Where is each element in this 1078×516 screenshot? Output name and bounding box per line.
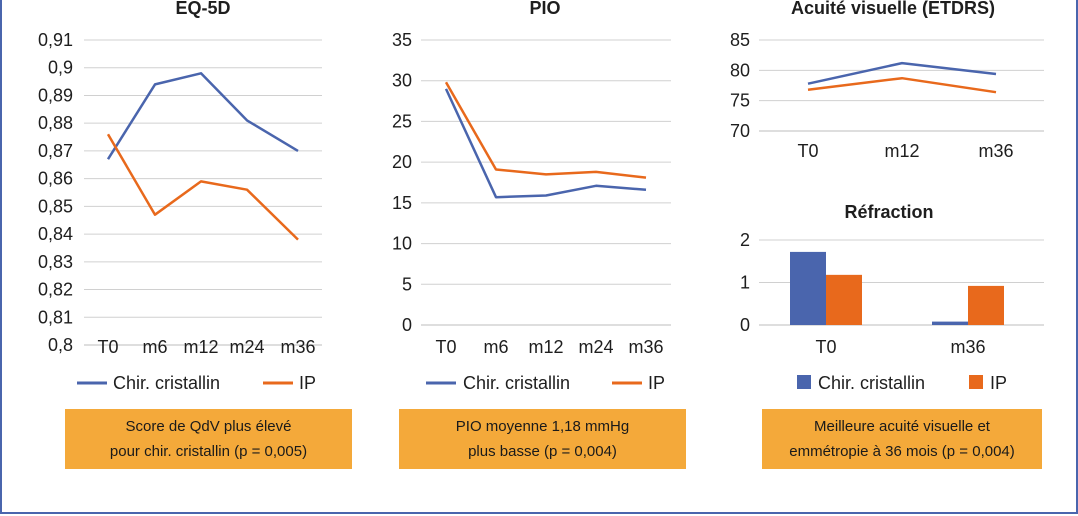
x-tick-label: m12: [183, 337, 218, 357]
chart-refraction: Réfraction 0 1 2 T0 m36: [740, 202, 1044, 357]
x-tick-label: T0: [97, 337, 118, 357]
legend-pio: Chir. cristallin IP: [426, 373, 665, 393]
y-tick-label: 15: [392, 193, 412, 213]
chart-title-pio: PIO: [529, 0, 560, 18]
x-tick-label: m36: [280, 337, 315, 357]
legend-label-chir: Chir. cristallin: [818, 373, 925, 393]
series-line-chir: [106, 72, 299, 160]
x-tick-label: m36: [978, 141, 1013, 161]
y-tick-label: 0,89: [38, 85, 73, 105]
note-acuite-line-1: Meilleure acuité visuelle et: [814, 418, 990, 435]
grid-eq5d: [84, 39, 322, 346]
legend-label-chir: Chir. cristallin: [113, 373, 220, 393]
y-ticks-refraction: 0 1 2: [740, 230, 750, 335]
x-tick-label: m36: [628, 337, 663, 357]
y-tick-label: 2: [740, 230, 750, 250]
chart-eq5d: EQ-5D 0,80,810,820,830,840,850,860,870,8…: [38, 0, 322, 357]
y-tick-label: 20: [392, 152, 412, 172]
y-tick-label: 0,91: [38, 30, 73, 50]
note-acuite-line-2: emmétropie à 36 mois (p = 0,004): [789, 443, 1015, 460]
y-ticks-acuite: 70 75 80 85: [730, 30, 750, 141]
series-line-ip: [444, 81, 647, 179]
y-tick-label: 85: [730, 30, 750, 50]
legend-eq5d: Chir. cristallin IP: [77, 373, 316, 393]
bars-refraction: [790, 251, 1004, 325]
legend-label-chir: Chir. cristallin: [463, 373, 570, 393]
y-tick-label: 0,87: [38, 141, 73, 161]
y-ticks-pio: 0 5 10 15 20 25 30 35: [392, 30, 412, 335]
y-ticks-eq5d: 0,8 0,81 0,82 0,83 0,84 0,85 0,86 0,87 0,88 0,89 0…: [38, 30, 73, 355]
bar-ip-m36: [968, 285, 1004, 325]
x-tick-label: m6: [142, 337, 167, 357]
x-tick-label: m24: [229, 337, 264, 357]
note-eq5d: Score de QdV plus élevé pour chir. crist…: [65, 409, 352, 469]
bar-chir-t0: [790, 251, 826, 325]
y-tick-label: 0: [740, 315, 750, 335]
legend-swatch-ip: [969, 375, 983, 389]
y-tick-label: 5: [402, 274, 412, 294]
x-ticks-acuite: T0 m12 m36: [797, 141, 1013, 161]
y-tick-label: 0: [402, 315, 412, 335]
x-tick-label: m24: [578, 337, 613, 357]
chart-title-eq5d: EQ-5D: [175, 0, 230, 18]
y-tick-label: 10: [392, 234, 412, 254]
x-tick-label: m6: [483, 337, 508, 357]
x-tick-label: m36: [950, 337, 985, 357]
note-eq5d-line-1: Score de QdV plus élevé: [125, 418, 292, 435]
charts-canvas: EQ-5D 0,80,810,820,830,840,850,860,870,8…: [38, 0, 1044, 393]
y-tick-label: 0,81: [38, 307, 73, 327]
y-tick-label: 0,83: [38, 252, 73, 272]
y-tick-label: 0,84: [38, 224, 73, 244]
chart-title-refraction: Réfraction: [844, 202, 933, 222]
bar-ip-t0: [826, 274, 862, 325]
series-acuite: [807, 61, 997, 94]
x-tick-label: m12: [528, 337, 563, 357]
series-line-ip: [807, 76, 997, 94]
series-line-chir: [807, 61, 997, 85]
chart-title-acuite: Acuité visuelle (ETDRS): [791, 0, 995, 18]
series-line-chir: [444, 88, 647, 199]
series-eq5d: [106, 72, 299, 241]
y-tick-label: 25: [392, 111, 412, 131]
legend-refraction: Chir. cristallin IP: [797, 373, 1007, 393]
series-line-ip: [106, 133, 299, 241]
grid-acuite: [759, 39, 1044, 132]
note-pio: PIO moyenne 1,18 mmHg plus basse (p = 0,…: [399, 409, 686, 469]
legend-label-ip: IP: [299, 373, 316, 393]
legend-label-ip: IP: [648, 373, 665, 393]
note-pio-line-1: PIO moyenne 1,18 mmHg: [455, 418, 630, 435]
series-pio: [444, 81, 647, 199]
x-ticks-eq5d: T0 m6 m12 m24 m36: [97, 337, 315, 357]
x-tick-label: m12: [884, 141, 919, 161]
note-pio-line-2: plus basse (p = 0,004): [468, 443, 617, 460]
x-ticks-pio: T0 m6 m12 m24 m36: [435, 337, 663, 357]
chart-acuite: Acuité visuelle (ETDRS) 70 75 80 85 T0 m12 m3…: [730, 0, 1044, 161]
x-tick-label: T0: [435, 337, 456, 357]
y-tick-label: 0,9: [48, 58, 73, 78]
x-tick-label: T0: [815, 337, 836, 357]
chart-pio: PIO 0 5 10 15 20 25 30 35 T0 m6 m12 m24 m36: [392, 0, 671, 357]
bar-chir-m36: [932, 321, 968, 325]
y-tick-label: 0,82: [38, 280, 73, 300]
x-ticks-refraction: T0 m36: [815, 337, 985, 357]
note-acuite: Meilleure acuité visuelle et emmétropie …: [762, 409, 1042, 469]
y-tick-label: 0,88: [38, 113, 73, 133]
x-tick-label: T0: [797, 141, 818, 161]
y-tick-label: 30: [392, 71, 412, 91]
y-tick-label: 0,8: [48, 335, 73, 355]
y-tick-label: 0,86: [38, 169, 73, 189]
y-tick-label: 70: [730, 121, 750, 141]
y-tick-label: 1: [740, 273, 750, 293]
note-eq5d-line-2: pour chir. cristallin (p = 0,005): [109, 443, 308, 460]
grid-pio: [421, 39, 671, 326]
y-tick-label: 35: [392, 30, 412, 50]
y-tick-label: 80: [730, 60, 750, 80]
y-tick-label: 0,85: [38, 196, 73, 216]
legend-label-ip: IP: [990, 373, 1007, 393]
y-tick-label: 75: [730, 91, 750, 111]
legend-swatch-chir: [797, 375, 811, 389]
